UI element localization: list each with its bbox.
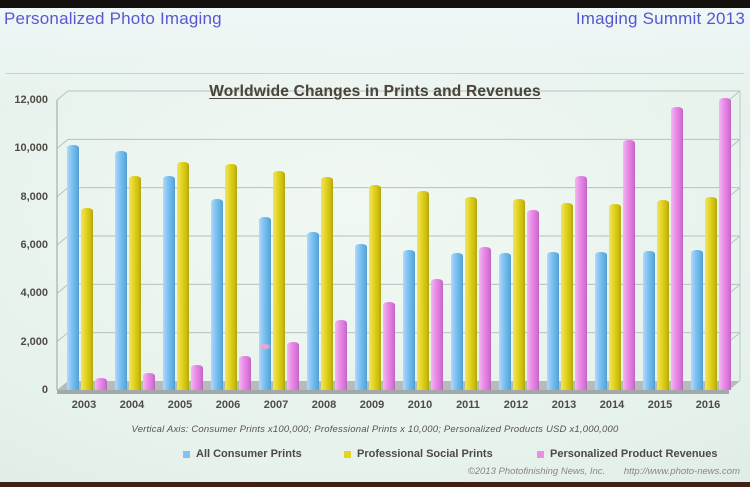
bar-2010 [417,190,429,390]
y-axis-label: 8,000 [20,190,48,203]
x-axis-label: 2015 [647,399,673,411]
bar-2005 [177,161,189,390]
x-axis-label: 2014 [599,399,625,411]
x-axis-label: 2006 [215,399,241,411]
axis-note: Vertical Axis: Consumer Prints x100,000;… [131,424,619,435]
bar-2005 [191,364,203,390]
bar-2007 [259,217,271,390]
y-axis-label: 10,000 [14,142,48,155]
legend-item-all-consumer-prints: All Consumer Prints [183,448,302,460]
bar-2009 [355,243,367,390]
legend-label: Personalized Product Revenues [550,448,718,460]
bar-2008 [335,319,347,390]
bar-2003 [95,377,107,390]
bar-2014 [623,139,635,390]
chart-title: Worldwide Changes in Prints and Revenues [209,83,541,100]
photo-bottom-edge [0,482,750,487]
y-axis-label: 0 [41,384,48,396]
bar-2016 [719,97,731,390]
x-axis-label: 2008 [311,399,337,411]
x-axis-label: 2003 [71,399,97,411]
bar-2014 [595,252,607,390]
y-axis-label: 12,000 [14,94,48,106]
bar-2013 [561,202,573,390]
bar-2015 [643,251,655,390]
bar-2007 [273,171,285,390]
copyright-line: ©2013 Photofinishing News, Inc. http://w… [0,466,740,477]
x-axis-label: 2012 [503,399,529,411]
x-axis-label: 2013 [551,399,577,411]
bar-2007 [287,341,299,390]
laser-pointer-dot [260,344,270,349]
x-axis-label: 2010 [407,399,433,411]
copyright-text: ©2013 Photofinishing News, Inc. [467,466,606,477]
x-axis-label: 2016 [695,399,721,411]
bar-2014 [609,203,621,390]
chart-frame-border [6,73,744,74]
bar-2012 [513,199,525,390]
bar-2012 [527,209,539,390]
bar-2003 [67,144,79,390]
bar-2009 [383,301,395,390]
bar-2003 [81,207,93,390]
bar-2015 [657,200,669,390]
y-axis-label: 4,000 [20,287,48,300]
bar-2013 [547,252,559,390]
copyright-url: http://www.photo-news.com [623,466,740,477]
bar-2008 [321,177,333,390]
bar-2004 [143,373,155,390]
bar-2016 [691,249,703,390]
legend-item-personalized-product-revenues: Personalized Product Revenues [537,448,718,460]
photo-top-edge [0,0,750,8]
bar-2010 [431,278,443,390]
slide-header-left: Personalized Photo Imaging [4,9,222,28]
bar-2012 [499,253,511,390]
bar-2016 [705,196,717,390]
y-axis-label: 2,000 [20,335,48,348]
legend-label: Professional Social Prints [357,448,493,460]
x-axis-label: 2007 [263,399,289,411]
legend-marker-yellow-icon [344,451,351,458]
bar-2006 [211,199,223,390]
x-axis-label: 2011 [456,399,480,411]
bar-2004 [129,176,141,390]
bar-2004 [115,150,127,390]
bar-2005 [163,176,175,390]
legend-label: All Consumer Prints [196,448,302,460]
bar-2009 [369,184,381,390]
bar-2006 [225,164,237,390]
slide-header-right: Imaging Summit 2013 [575,9,745,28]
bar-2011 [451,253,463,390]
y-axis-label: 6,000 [20,239,48,251]
legend-marker-pink-icon [537,451,544,458]
bar-2015 [671,107,683,390]
bar-2010 [403,249,415,390]
bar-2011 [479,247,491,390]
bar-2006 [239,356,251,390]
legend-marker-blue-icon [183,451,190,458]
x-axis-label: 2005 [167,399,193,411]
x-axis-label: 2009 [359,399,385,411]
bar-2011 [465,196,477,390]
bar-2008 [307,231,319,390]
legend-item-professional-social-prints: Professional Social Prints [344,448,493,460]
x-axis-label: 2004 [119,399,145,411]
bar-2013 [575,176,587,390]
